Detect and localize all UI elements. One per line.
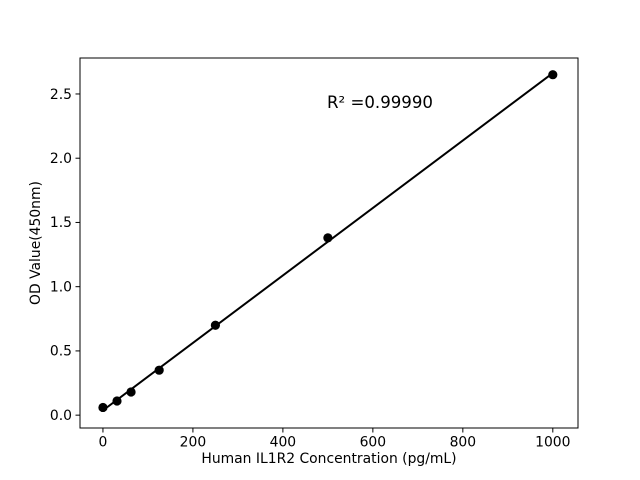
- x-tick-label: 400: [270, 435, 297, 451]
- data-point: [98, 402, 108, 413]
- y-tick-label: 0.0: [50, 408, 72, 424]
- x-tick-label: 200: [180, 435, 207, 451]
- x-axis-label: Human IL1R2 Concentration (pg/mL): [201, 451, 456, 467]
- r-squared-annotation: R² =0.99990: [327, 93, 433, 112]
- data-point: [210, 320, 221, 330]
- plot-area-border: [79, 57, 579, 429]
- x-axis-ticks: 0 200 400 600 800 1000: [99, 428, 570, 451]
- data-points: [98, 70, 558, 413]
- x-tick-label: 1000: [535, 435, 570, 451]
- y-axis-label: OD Value(450nm): [28, 181, 44, 305]
- x-tick-label: 600: [360, 435, 387, 451]
- data-point: [323, 233, 333, 243]
- x-tick-label: 0: [99, 435, 108, 451]
- data-point: [112, 396, 122, 406]
- data-point: [548, 70, 558, 80]
- y-tick-label: 1.5: [50, 215, 72, 231]
- x-tick-label: 800: [450, 435, 477, 451]
- y-axis-ticks: 0.0 0.5 1.0 1.5 2.0 2.5: [50, 87, 80, 424]
- y-tick-label: 2.5: [50, 87, 72, 103]
- y-tick-label: 2.0: [50, 151, 72, 167]
- y-tick-label: 0.5: [50, 344, 72, 360]
- data-point: [126, 387, 136, 397]
- y-tick-label: 1.0: [50, 279, 72, 295]
- data-point: [154, 365, 164, 375]
